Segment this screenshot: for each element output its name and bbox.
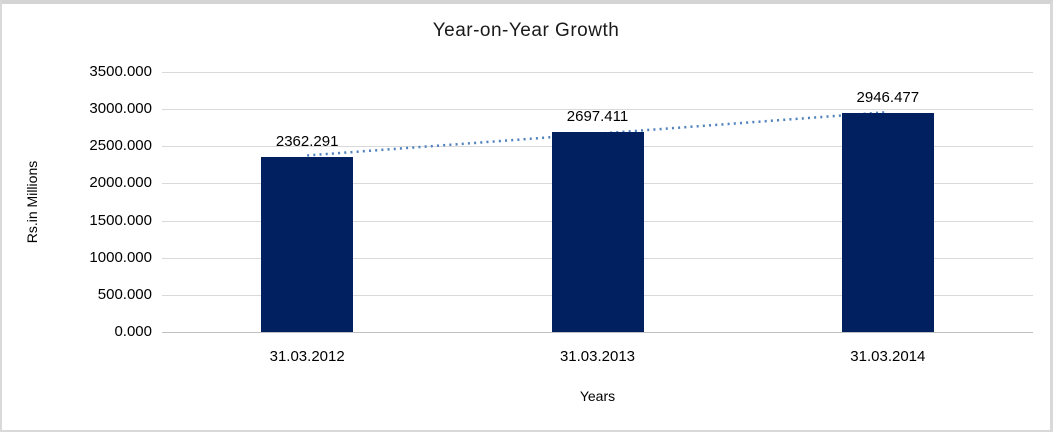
bar-31.03.2012 <box>261 156 354 332</box>
bar-data-label: 2362.291 <box>275 132 339 150</box>
y-tick-label: 3000.000 <box>89 100 152 118</box>
x-tick-label: 31.03.2014 <box>850 348 926 365</box>
y-tick-label: 0.000 <box>114 323 152 340</box>
bar-31.03.2013 <box>551 131 644 332</box>
y-tick-label: 1000.000 <box>89 248 152 266</box>
y-axis-tick-labels: 3500.000 3000.000 2500.000 2000.000 1500.000… <box>2 63 152 340</box>
x-axis-tick-labels: 31.03.2012 31.03.2013 31.03.2014 <box>162 348 1033 368</box>
gridline <box>162 72 1033 73</box>
x-tick-label: 31.03.2013 <box>559 348 636 365</box>
y-tick-label: 3500.000 <box>89 63 152 80</box>
plot-area: 2362.291 2697.411 2946.477 <box>162 72 1033 333</box>
y-tick-label: 2000.000 <box>89 174 152 192</box>
x-axis-title: Years <box>579 388 616 404</box>
gridline <box>162 109 1033 111</box>
bar-data-label: 2697.411 <box>566 107 629 125</box>
y-tick-label: 500.000 <box>97 285 152 303</box>
bar-31.03.2014 <box>841 113 934 332</box>
trendline <box>307 110 888 157</box>
chart-title: Year-on-Year Growth <box>432 20 620 41</box>
y-tick-label: 1500.000 <box>89 211 152 229</box>
y-tick-label: 2500.000 <box>89 137 152 155</box>
bar-data-label: 2946.477 <box>856 89 920 107</box>
x-axis-line <box>162 332 1033 333</box>
x-tick-label: 31.03.2012 <box>269 348 345 365</box>
